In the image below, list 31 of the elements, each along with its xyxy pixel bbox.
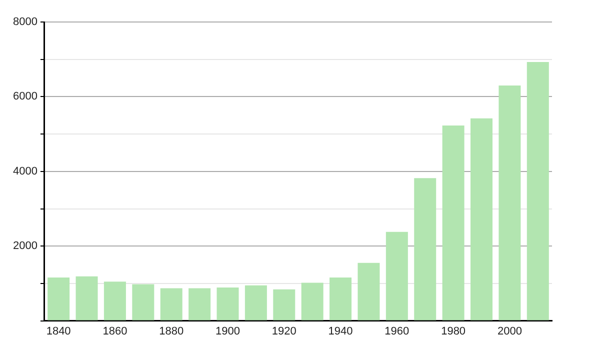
bar: [76, 276, 98, 320]
bar: [244, 285, 267, 320]
x-tick-label: 1880: [159, 325, 184, 338]
bar: [442, 125, 464, 320]
bar: [104, 282, 126, 320]
x-tick-label: 2000: [497, 325, 522, 338]
bar: [526, 62, 549, 320]
bar: [273, 289, 296, 320]
x-tick-label: 1940: [328, 325, 353, 338]
bar: [498, 85, 521, 320]
x-tick-label: 1960: [384, 325, 410, 338]
bar: [386, 232, 408, 320]
y-tick-label: 6000: [12, 90, 38, 103]
bar: [48, 277, 70, 320]
y-tick-label: 8000: [12, 16, 38, 28]
bar: [132, 284, 154, 320]
x-tick-label: 1860: [102, 325, 128, 338]
y-tick-label: 4000: [12, 165, 38, 178]
bar: [470, 118, 493, 320]
x-tick-label: 1920: [272, 325, 296, 338]
bar: [188, 288, 211, 320]
bar: [160, 288, 182, 320]
bar: [414, 178, 436, 320]
x-tick-label: 1840: [46, 325, 71, 338]
bar: [358, 262, 380, 320]
bar: [330, 277, 352, 320]
bar: [216, 288, 239, 320]
x-tick-label: 1980: [441, 325, 466, 338]
y-tick-label: 2000: [12, 240, 38, 252]
bar: [301, 282, 324, 320]
x-tick-label: 1900: [216, 325, 240, 338]
